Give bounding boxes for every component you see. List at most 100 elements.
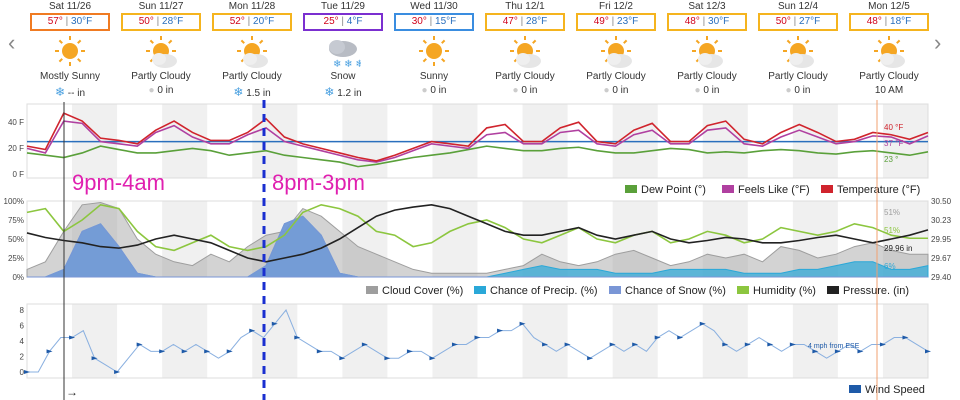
- legend-label[interactable]: Wind Speed: [865, 384, 925, 396]
- precip-value: 0 in: [703, 85, 720, 96]
- wind-arrow-icon: [136, 342, 143, 347]
- day-card[interactable]: Sun 11/27 50° | 28°F Partly Cloudy ● 0 in: [117, 0, 205, 100]
- wind-arrow-icon: [902, 335, 909, 340]
- legend-label[interactable]: Humidity (%): [753, 285, 816, 297]
- legend-label[interactable]: Feels Like (°F): [738, 184, 810, 196]
- y-tick-label: 0: [20, 368, 25, 377]
- wind-arrow-icon: [46, 349, 53, 354]
- wind-arrow-icon: [497, 328, 504, 333]
- y-tick-label: 100%: [4, 197, 24, 206]
- wind-arrow-icon: [226, 349, 233, 354]
- raindrop-icon: ●: [148, 85, 155, 96]
- sun-icon: [419, 36, 449, 66]
- wind-arrow-icon: [361, 342, 368, 347]
- day-date: Tue 11/29: [321, 1, 365, 12]
- y-tick-label: 40 F: [8, 118, 24, 127]
- legend-label[interactable]: Temperature (°F): [837, 184, 920, 196]
- temp-series-line: [26, 112, 929, 162]
- legend-swatch: [609, 286, 621, 294]
- wind-arrow-icon: [812, 349, 819, 354]
- wind-arrow-icon: [294, 335, 301, 340]
- temp-series-line: [26, 145, 929, 168]
- weather-icon: [416, 35, 452, 69]
- weather-icon: ❄ ❄ ❄: [325, 35, 364, 70]
- wind-arrow-icon: [632, 342, 639, 347]
- legend-swatch: [827, 286, 839, 294]
- wind-arrow-icon: [249, 328, 256, 333]
- condition-text: Partly Cloudy: [495, 71, 555, 82]
- condition-text: Partly Cloudy: [586, 71, 646, 82]
- precip-value: 0 in: [521, 85, 538, 96]
- snow-cloud-icon: ❄ ❄ ❄: [329, 40, 364, 70]
- legend-label[interactable]: Pressure. (in): [843, 285, 909, 297]
- day-card[interactable]: Mon 11/28 52° | 20°F Partly Cloudy ❄ 1.5 in: [208, 0, 296, 100]
- high-temp: 30°: [411, 16, 427, 27]
- svg-text:❄ ❄ ❄: ❄ ❄ ❄: [333, 59, 361, 69]
- y-tick-label: 29.67: [931, 254, 952, 263]
- legend-label[interactable]: Chance of Precip. (%): [490, 285, 598, 297]
- day-card[interactable]: Wed 11/30 30° | 15°F Sunny ● 0 in: [390, 0, 478, 100]
- wind-arrow-icon: [24, 370, 30, 374]
- day-temps: 57° | 30°F: [30, 13, 110, 31]
- annotation-arrow: →: [66, 385, 78, 399]
- legend-swatch: [722, 185, 734, 193]
- raindrop-icon: ●: [694, 85, 701, 96]
- legend-label[interactable]: Dew Point (°): [641, 184, 706, 196]
- high-temp: 48°: [684, 16, 700, 27]
- day-date: Mon 11/28: [228, 1, 276, 12]
- day-card[interactable]: Sat 12/3 48° | 30°F Partly Cloudy ● 0 in: [663, 0, 751, 100]
- previous-arrow-icon[interactable]: ‹: [8, 30, 16, 55]
- wind-arrow-icon: [429, 356, 436, 361]
- panel-frame: [26, 303, 929, 379]
- day-card[interactable]: Fri 12/2 49° | 23°F Partly Cloudy ● 0 in: [572, 0, 660, 100]
- y-tick-label: 20 F: [8, 144, 24, 153]
- wind-arrow-icon: [159, 349, 166, 354]
- wind-arrow-icon: [744, 342, 751, 347]
- wind-arrow-icon: [114, 370, 121, 374]
- legends: Dew Point (°) Feels Like (°F) Temperature …: [366, 184, 925, 396]
- day-card[interactable]: Mon 12/5 48° | 18°F Partly Cloudy 10 AM: [845, 0, 933, 100]
- day-card[interactable]: Thu 12/1 47° | 28°F Partly Cloudy ● 0 in: [481, 0, 569, 100]
- weather-icon: [598, 35, 634, 69]
- day-date: Thu 12/1: [505, 1, 545, 12]
- day-date: Mon 12/5: [868, 1, 910, 12]
- y-tick-label: 2: [20, 353, 25, 362]
- precip-value: -- in: [67, 88, 86, 99]
- wind-arrow-icon: [339, 356, 346, 361]
- precip-amount: ● 0 in: [481, 85, 569, 96]
- low-temp: 18°F: [890, 16, 912, 27]
- day-card[interactable]: Sat 11/26 57° | 30°F Mostly Sunny ❄ -- in: [26, 0, 114, 100]
- day-card[interactable]: Sun 12/4 50° | 27°F Partly Cloudy ● 0 in: [754, 0, 842, 100]
- precip-amount: ❄ -- in: [26, 85, 114, 99]
- wind-arrow-icon: [587, 356, 594, 361]
- low-temp: 15°F: [435, 16, 457, 27]
- wind-arrow-icon: [834, 349, 841, 354]
- raindrop-icon: ●: [512, 85, 519, 96]
- night-band: [342, 304, 388, 378]
- next-arrow-icon[interactable]: ›: [934, 30, 942, 55]
- y-tick-label: 29.40: [931, 273, 952, 282]
- legend-swatch: [737, 286, 749, 294]
- wind-arrow-icon: [654, 335, 661, 340]
- low-temp: 28°F: [162, 16, 184, 27]
- y-tick-label: 30.23: [931, 216, 952, 225]
- legend-label[interactable]: Chance of Snow (%): [625, 285, 726, 297]
- y-tick-label: 50%: [8, 235, 24, 244]
- day-card[interactable]: Tue 11/29 25° | 4°F ❄ ❄ ❄ Snow ❄ 1.2 in: [299, 0, 387, 100]
- high-temp: 50°: [775, 16, 791, 27]
- low-temp: 20°F: [253, 16, 275, 27]
- precip-amount: ❄ 1.2 in: [299, 85, 387, 99]
- high-temp: 52°: [229, 16, 245, 27]
- cloud-icon: [607, 53, 632, 68]
- wind-arrow-icon: [542, 342, 549, 347]
- annotation-left: 9pm-4am: [72, 170, 165, 195]
- day-date: Sun 11/27: [138, 1, 184, 12]
- precip-value: 0 in: [157, 85, 174, 96]
- low-temp: 30°F: [71, 16, 93, 27]
- precip-panel: 100% 75% 50% 25% 0% 30.50 30.23 29.95 29.67 29.40…: [4, 197, 952, 282]
- end-label: 51%: [884, 208, 900, 217]
- high-temp: 57°: [47, 16, 63, 27]
- precip-amount: ● 0 in: [117, 85, 205, 96]
- legend-label[interactable]: Cloud Cover (%): [382, 285, 463, 297]
- precip-amount: ❄ 1.5 in: [208, 85, 296, 99]
